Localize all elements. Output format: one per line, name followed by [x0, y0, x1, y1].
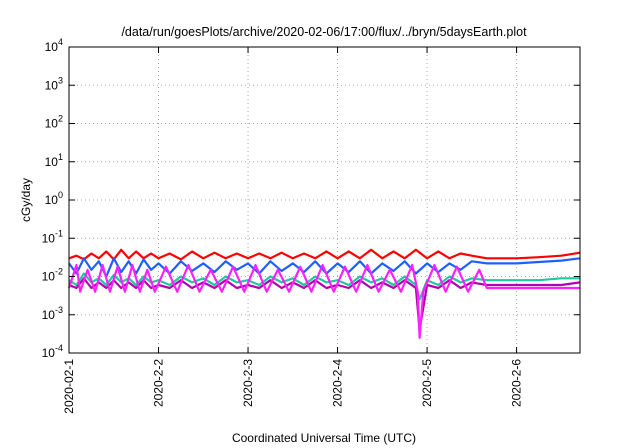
y-tick-label: 103: [45, 75, 63, 92]
y-tick-label: 100: [45, 190, 63, 207]
y-tick-exponent: 4: [58, 37, 63, 47]
y-tick-exponent: -3: [55, 305, 63, 315]
x-tick-label: 2020-2-4: [331, 359, 345, 407]
series-line-2: [68, 257, 581, 278]
x-tick-label: 2020-2-3: [241, 359, 255, 407]
x-tick-label: 2020-2-2: [152, 359, 166, 407]
y-tick-exponent: -2: [55, 267, 63, 277]
y-tick-label: 102: [45, 114, 63, 131]
x-tick-label: 2020-02-1: [62, 359, 76, 414]
y-tick-mantissa: 10: [45, 193, 59, 207]
series-line-1: [68, 248, 581, 261]
y-tick-mantissa: 10: [45, 117, 59, 131]
y-tick-exponent: 1: [58, 152, 63, 162]
y-tick-mantissa: 10: [42, 308, 56, 322]
series-line-4: [68, 277, 581, 332]
grid-lines: [69, 47, 580, 353]
series-group: [67, 248, 581, 339]
y-tick-mantissa: 10: [42, 231, 56, 245]
y-tick-mantissa: 10: [45, 78, 59, 92]
y-tick-label: 104: [45, 37, 63, 54]
x-axis-label: Coordinated Universal Time (UTC): [232, 431, 416, 445]
y-tick-label: 10-2: [42, 267, 63, 284]
y-tick-exponent: 2: [58, 114, 63, 124]
y-tick-mantissa: 10: [45, 155, 59, 169]
y-tick-label: 10-4: [42, 343, 63, 360]
chart-title: /data/run/goesPlots/archive/2020-02-06/1…: [121, 25, 527, 39]
y-tick-exponent: 3: [58, 75, 63, 85]
y-tick-label: 10-3: [42, 305, 63, 322]
y-axis-label: cGy/day: [19, 178, 33, 222]
y-tick-mantissa: 10: [42, 346, 56, 360]
y-tick-exponent: -1: [55, 228, 63, 238]
y-tick-label: 101: [45, 152, 63, 169]
y-tick-exponent: -4: [55, 343, 63, 353]
x-tick-label: 2020-2-5: [420, 359, 434, 407]
x-tick-label: 2020-2-6: [510, 359, 524, 407]
y-tick-mantissa: 10: [45, 40, 59, 54]
y-tick-label: 10-1: [42, 228, 63, 245]
y-tick-exponent: 0: [58, 190, 63, 200]
x-axis: 2020-02-1 2020-2-2 2020-2-3 2020-2-4 2020-2-…: [62, 47, 524, 414]
series-line-5: [67, 263, 580, 339]
y-tick-mantissa: 10: [42, 270, 56, 284]
